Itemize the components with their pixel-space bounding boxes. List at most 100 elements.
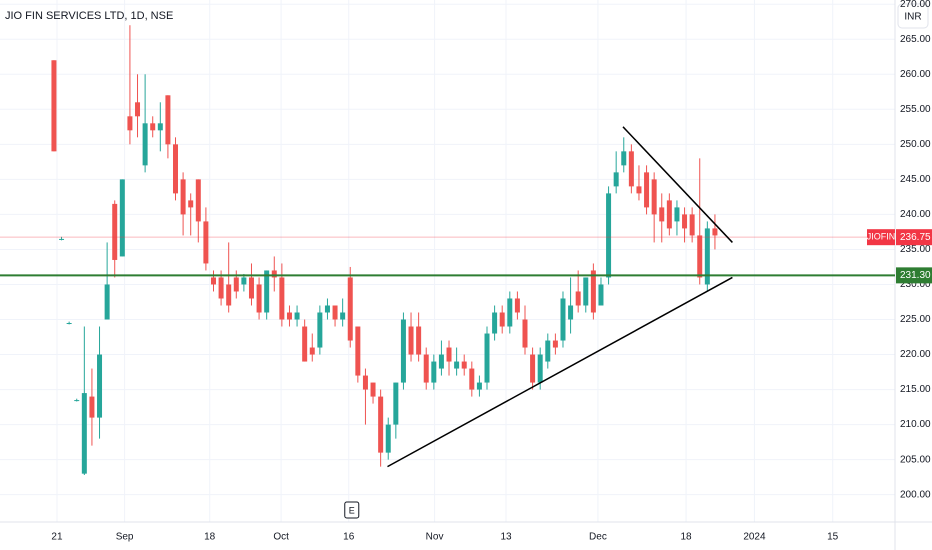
candle-body xyxy=(248,277,254,299)
candle-body xyxy=(400,319,406,383)
candle-body xyxy=(150,123,156,131)
y-tick-label: 200.00 xyxy=(900,489,931,500)
candle-body xyxy=(317,312,323,348)
candle-body xyxy=(340,312,346,320)
candle-body xyxy=(279,277,285,320)
candle-body xyxy=(74,400,80,402)
candle-body xyxy=(492,312,498,334)
candle-body xyxy=(416,326,422,355)
candle-body xyxy=(666,200,672,229)
candle-body xyxy=(704,228,710,285)
candle-body xyxy=(431,361,437,383)
x-tick-label: Oct xyxy=(273,532,289,543)
candle-body xyxy=(613,172,619,187)
candle-body xyxy=(476,382,482,390)
x-tick-label: 18 xyxy=(681,532,693,543)
symbol-label-box xyxy=(867,229,895,246)
candle-body xyxy=(180,179,186,215)
candle-body xyxy=(636,186,642,194)
candle-body xyxy=(674,207,680,222)
event-marker xyxy=(344,501,360,519)
candle-body xyxy=(393,382,399,425)
x-tick-label: 13 xyxy=(500,532,512,543)
event-label: E xyxy=(349,505,355,515)
hline-price-box xyxy=(896,267,932,284)
candle-body xyxy=(522,319,528,348)
x-tick-label: 18 xyxy=(204,532,216,543)
candle-body xyxy=(712,228,718,236)
candle-body xyxy=(461,361,467,369)
y-tick-label: 255.00 xyxy=(900,104,931,115)
candle-body xyxy=(142,123,148,166)
candle-body xyxy=(355,326,361,376)
hline-price-label: 231.30 xyxy=(900,270,931,281)
currency-button[interactable] xyxy=(897,3,929,29)
candle-body xyxy=(89,396,95,418)
candle-body xyxy=(51,60,57,152)
candle-body xyxy=(438,354,444,369)
last-price-label: 236.75 xyxy=(900,232,931,243)
candle-body xyxy=(157,123,163,131)
candle-body xyxy=(484,333,490,383)
candle-body xyxy=(233,277,239,292)
y-tick-label: 250.00 xyxy=(900,139,931,150)
x-tick-label: 16 xyxy=(343,532,355,543)
candle-body xyxy=(598,284,604,306)
candle-body xyxy=(644,172,650,208)
candle-body xyxy=(119,179,125,257)
candle-body xyxy=(309,347,315,355)
candle-body xyxy=(332,305,338,320)
y-tick-label: 215.00 xyxy=(900,384,931,395)
candle-body xyxy=(286,312,292,320)
candle-body xyxy=(173,144,179,194)
candle-body xyxy=(469,368,475,390)
symbol-label: JIOFIN xyxy=(867,232,896,242)
candle-body xyxy=(66,323,72,325)
candle-body xyxy=(264,270,270,313)
y-tick-label: 225.00 xyxy=(900,314,931,325)
candle-body xyxy=(628,151,634,187)
currency-label[interactable]: INR xyxy=(904,12,921,23)
y-tick-label: 265.00 xyxy=(900,34,931,45)
candle-body xyxy=(659,207,665,222)
candle-body xyxy=(97,354,103,418)
y-tick-label: 240.00 xyxy=(900,209,931,220)
y-tick-label: 220.00 xyxy=(900,349,931,360)
candle-body xyxy=(552,340,558,348)
candle-body xyxy=(165,95,171,145)
y-tick-label: 205.00 xyxy=(900,454,931,465)
candle-body xyxy=(218,277,224,299)
candle-body xyxy=(271,270,277,278)
y-tick-label: 210.00 xyxy=(900,419,931,430)
candle-body xyxy=(530,354,536,383)
candle-body xyxy=(203,221,209,264)
candle-body xyxy=(568,305,574,320)
x-tick-label: Sep xyxy=(116,532,134,543)
candle-body xyxy=(689,214,695,236)
x-tick-label: Dec xyxy=(589,532,607,543)
candle-body xyxy=(324,305,330,313)
candle-body xyxy=(81,393,87,474)
candle-body xyxy=(575,291,581,306)
candle-body xyxy=(112,203,118,260)
last-price-box xyxy=(896,229,932,246)
candle-body xyxy=(606,193,612,278)
candle-body xyxy=(590,270,596,313)
x-tick-label: 15 xyxy=(827,532,839,543)
candle-body xyxy=(560,298,566,341)
candle-body xyxy=(59,238,65,240)
candle-body xyxy=(454,361,460,369)
trend-line xyxy=(387,276,733,468)
candle-body xyxy=(135,102,141,117)
candle-body xyxy=(621,151,627,166)
candle-body xyxy=(537,354,543,383)
candle-body xyxy=(347,277,353,341)
candle-body xyxy=(210,277,216,285)
y-tick-label: 270.00 xyxy=(900,0,931,10)
y-tick-label: 260.00 xyxy=(900,69,931,80)
chart-title: JIO FIN SERVICES LTD, 1D, NSE xyxy=(5,10,173,22)
candle-body xyxy=(682,214,688,229)
candle-body xyxy=(446,347,452,362)
candle-body xyxy=(385,424,391,453)
